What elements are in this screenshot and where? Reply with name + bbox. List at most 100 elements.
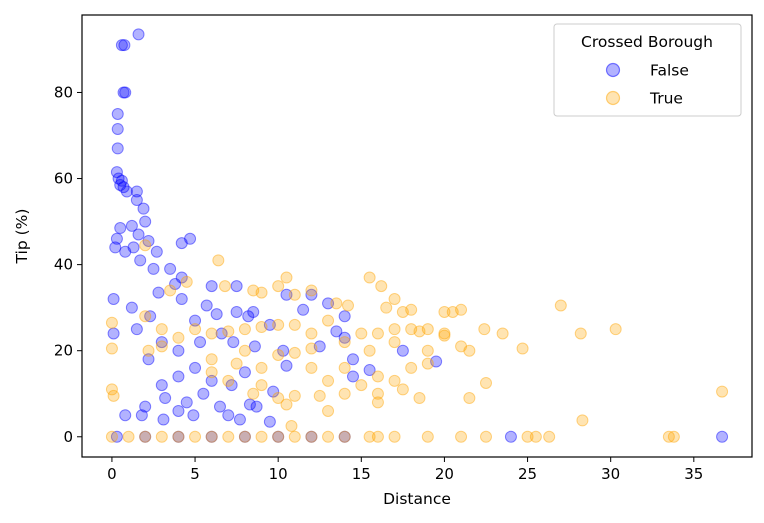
point-false-24 xyxy=(184,232,197,245)
point-false-30 xyxy=(147,262,160,275)
point-false-34 xyxy=(205,280,218,293)
legend-marker-true xyxy=(605,90,621,106)
point-true-63 xyxy=(238,344,251,357)
ticks-layer: 0 5 10 15 20 25 30 35 0 20 40 60 80 xyxy=(54,83,703,483)
point-false-71 xyxy=(346,370,359,383)
point-true-85 xyxy=(438,327,451,340)
points-layer xyxy=(105,28,729,443)
point-false-31 xyxy=(164,262,177,275)
point-true-87 xyxy=(413,392,426,405)
point-false-57 xyxy=(215,327,228,340)
y-tick-label-20: 20 xyxy=(54,342,73,360)
point-true-97 xyxy=(480,430,492,443)
point-false-64 xyxy=(313,340,326,353)
point-true-77 xyxy=(305,327,318,340)
point-true-35 xyxy=(388,336,401,349)
point-true-55 xyxy=(322,404,335,417)
point-false-55 xyxy=(338,310,351,323)
point-false-52 xyxy=(322,297,335,310)
point-true-114 xyxy=(155,430,168,443)
point-true-65 xyxy=(230,357,243,370)
point-true-96 xyxy=(521,430,534,443)
point-true-93 xyxy=(667,430,680,443)
point-false-69 xyxy=(396,344,409,357)
point-true-13 xyxy=(280,271,293,284)
legend: Crossed Borough False True xyxy=(553,23,742,117)
point-false-19 xyxy=(125,219,138,232)
x-tick-label-5: 5 xyxy=(190,465,200,483)
legend-box xyxy=(553,23,742,117)
point-true-101 xyxy=(371,430,384,443)
point-true-34 xyxy=(413,325,426,338)
point-true-30 xyxy=(574,327,587,340)
point-true-91 xyxy=(576,414,589,427)
point-false-17 xyxy=(139,215,152,228)
point-false-10 xyxy=(115,174,128,187)
point-true-5 xyxy=(139,239,152,252)
point-true-18 xyxy=(330,297,343,310)
point-false-68 xyxy=(430,355,443,368)
point-true-50 xyxy=(396,383,409,396)
point-false-61 xyxy=(227,336,240,349)
point-true-0 xyxy=(105,342,118,355)
point-true-2 xyxy=(105,383,118,396)
point-false-51 xyxy=(305,288,318,301)
point-true-39 xyxy=(463,344,476,357)
point-false-82 xyxy=(243,398,256,411)
point-false-14 xyxy=(130,185,143,198)
point-true-6 xyxy=(212,254,225,267)
point-true-103 xyxy=(338,430,351,443)
point-true-58 xyxy=(222,374,235,387)
point-false-63 xyxy=(277,344,290,357)
point-true-83 xyxy=(405,323,418,336)
point-true-36 xyxy=(363,344,376,357)
point-false-76 xyxy=(155,379,168,392)
point-true-10 xyxy=(247,284,260,297)
point-true-3 xyxy=(107,389,120,402)
y-tick-label-80: 80 xyxy=(54,83,73,101)
point-true-16 xyxy=(363,271,376,284)
point-false-13 xyxy=(120,185,133,198)
point-false-38 xyxy=(200,299,213,312)
point-true-88 xyxy=(371,396,384,409)
point-true-102 xyxy=(363,430,376,443)
point-false-78 xyxy=(267,385,280,398)
point-true-54 xyxy=(288,389,301,402)
point-true-81 xyxy=(371,327,384,340)
point-true-78 xyxy=(322,314,335,327)
plot-frame xyxy=(81,14,753,458)
point-false-66 xyxy=(346,353,359,366)
point-true-62 xyxy=(305,342,318,355)
point-true-89 xyxy=(480,376,492,389)
point-true-12 xyxy=(272,280,285,293)
point-true-19 xyxy=(342,299,354,312)
point-false-48 xyxy=(107,327,120,340)
point-true-17 xyxy=(375,280,388,293)
y-tick-label-60: 60 xyxy=(54,170,73,188)
point-true-107 xyxy=(272,430,285,443)
x-tick-label-0: 0 xyxy=(107,465,117,483)
point-false-95 xyxy=(139,430,152,443)
point-false-46 xyxy=(130,323,143,336)
x-tick-label-25: 25 xyxy=(518,465,537,483)
point-true-11 xyxy=(255,286,268,299)
point-true-57 xyxy=(255,379,268,392)
point-false-96 xyxy=(172,430,185,443)
point-false-90 xyxy=(157,413,170,426)
point-false-79 xyxy=(197,387,210,400)
point-false-53 xyxy=(297,303,310,316)
point-true-53 xyxy=(247,387,260,400)
legend-label-false: False xyxy=(650,62,689,80)
point-true-41 xyxy=(405,361,418,374)
point-true-75 xyxy=(272,318,285,331)
point-false-41 xyxy=(210,308,223,321)
point-true-52 xyxy=(272,392,285,405)
point-true-33 xyxy=(455,340,468,353)
point-false-97 xyxy=(205,430,218,443)
point-true-117 xyxy=(285,420,298,433)
point-true-70 xyxy=(189,323,202,336)
point-false-11 xyxy=(114,179,127,191)
point-true-25 xyxy=(446,305,459,318)
point-false-12 xyxy=(117,181,130,194)
